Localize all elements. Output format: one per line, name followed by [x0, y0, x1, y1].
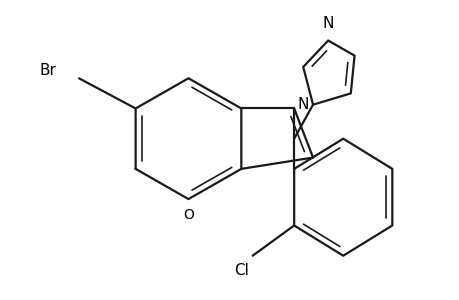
Text: N: N [297, 97, 308, 112]
Text: O: O [183, 208, 194, 222]
Text: Br: Br [39, 63, 56, 78]
Text: N: N [322, 16, 333, 32]
Text: Cl: Cl [233, 263, 248, 278]
